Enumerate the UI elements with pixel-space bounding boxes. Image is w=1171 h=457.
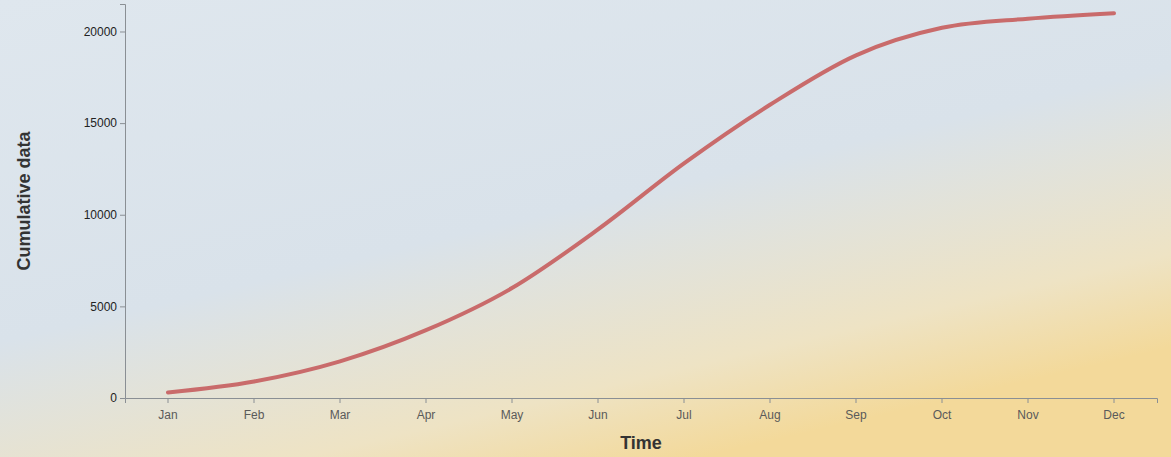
x-tick: Apr bbox=[417, 398, 436, 422]
x-tick-mark bbox=[856, 398, 857, 403]
y-tick-mark bbox=[120, 398, 125, 399]
x-axis-line bbox=[126, 399, 1158, 404]
x-tick: May bbox=[501, 398, 524, 422]
x-tick-label: Nov bbox=[1017, 408, 1038, 422]
x-tick-label: May bbox=[501, 408, 524, 422]
x-tick: Oct bbox=[933, 398, 952, 422]
x-tick-mark bbox=[1028, 398, 1029, 403]
y-axis-line bbox=[120, 5, 126, 399]
y-tick-mark bbox=[120, 123, 125, 124]
y-tick: 15000 bbox=[84, 116, 125, 130]
x-axis: Jan Feb Mar Apr May Jun Jul Aug Sep Oct Nov Dec bbox=[126, 398, 1158, 422]
y-tick: 0 bbox=[110, 391, 125, 405]
x-tick-mark bbox=[168, 398, 169, 403]
x-tick: Jul bbox=[676, 398, 691, 422]
x-tick: Jun bbox=[588, 398, 607, 422]
x-tick-label: Aug bbox=[759, 408, 780, 422]
marks bbox=[168, 13, 1114, 392]
y-tick: 10000 bbox=[84, 208, 125, 222]
y-tick-mark bbox=[120, 215, 125, 216]
x-tick-mark bbox=[426, 398, 427, 403]
x-tick-label: Oct bbox=[933, 408, 952, 422]
x-tick-label: Feb bbox=[244, 408, 265, 422]
data-line bbox=[168, 13, 1114, 392]
x-tick-mark bbox=[254, 398, 255, 403]
y-tick: 5000 bbox=[90, 300, 125, 314]
x-tick-mark bbox=[684, 398, 685, 403]
x-tick-mark bbox=[942, 398, 943, 403]
y-tick-label: 0 bbox=[110, 391, 117, 405]
y-tick-label: 5000 bbox=[90, 300, 117, 314]
y-tick-mark bbox=[120, 31, 125, 32]
x-tick-label: Sep bbox=[845, 408, 867, 422]
x-tick-mark bbox=[340, 398, 341, 403]
y-axis-title: Cumulative data bbox=[14, 131, 34, 271]
x-tick: Dec bbox=[1103, 398, 1124, 422]
x-tick: Nov bbox=[1017, 398, 1038, 422]
x-tick-label: Jan bbox=[158, 408, 177, 422]
y-tick: 20000 bbox=[84, 25, 125, 39]
y-tick-mark bbox=[120, 306, 125, 307]
y-axis: 0 5000 10000 15000 20000 bbox=[84, 5, 126, 406]
x-tick: Jan bbox=[158, 398, 177, 422]
y-tick-label: 20000 bbox=[84, 25, 118, 39]
x-axis-title: Time bbox=[620, 433, 662, 453]
y-tick-label: 10000 bbox=[84, 208, 118, 222]
x-tick-label: Mar bbox=[330, 408, 351, 422]
x-tick: Mar bbox=[330, 398, 351, 422]
plot: 0 5000 10000 15000 20000 Jan Feb Mar Apr May Jun Ju… bbox=[84, 5, 1158, 423]
x-tick: Sep bbox=[845, 398, 867, 422]
x-tick-mark bbox=[598, 398, 599, 403]
x-tick-mark bbox=[512, 398, 513, 403]
x-tick-label: Jul bbox=[676, 408, 691, 422]
y-tick-label: 15000 bbox=[84, 116, 118, 130]
x-tick-label: Dec bbox=[1103, 408, 1124, 422]
background bbox=[0, 0, 1171, 457]
x-tick: Feb bbox=[244, 398, 265, 422]
x-tick-mark bbox=[1114, 398, 1115, 403]
x-tick: Aug bbox=[759, 398, 780, 422]
x-tick-label: Jun bbox=[588, 408, 607, 422]
x-tick-mark bbox=[770, 398, 771, 403]
x-tick-label: Apr bbox=[417, 408, 436, 422]
